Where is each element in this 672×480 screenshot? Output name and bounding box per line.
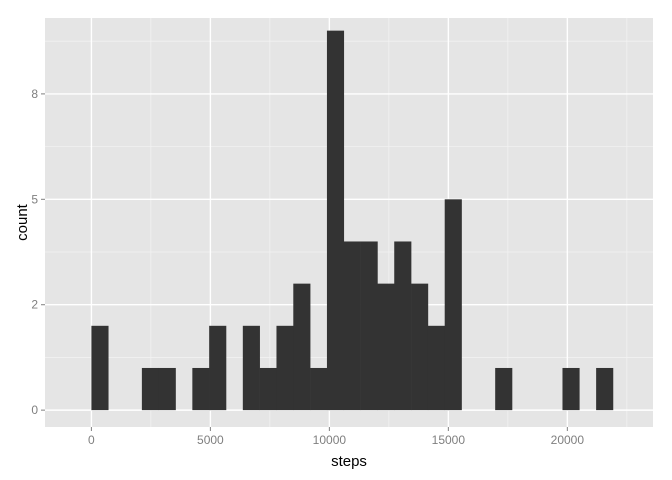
histogram-bar: [141, 367, 159, 411]
histogram-bar: [192, 367, 210, 411]
y-tick-label: 5: [31, 192, 38, 206]
histogram-bar: [411, 283, 429, 411]
histogram-bar: [562, 367, 580, 411]
histogram-bar: [209, 325, 227, 411]
y-tick-label: 0: [31, 403, 38, 417]
histogram-bar: [444, 199, 462, 411]
y-tick-label: 2: [31, 298, 38, 312]
histogram-bar: [596, 367, 614, 411]
histogram-bar: [377, 283, 395, 411]
x-axis-ticks: 0 5000 10000 15000 20000: [88, 427, 584, 447]
histogram-bar: [343, 241, 361, 411]
x-axis-title: steps: [331, 453, 367, 470]
y-axis-ticks: 0 2 5 8: [31, 87, 45, 417]
histogram-bar: [259, 367, 277, 411]
histogram-bars: [91, 30, 614, 411]
histogram-bar: [91, 325, 109, 411]
histogram-bar: [276, 325, 294, 411]
x-tick-label: 10000: [313, 433, 347, 447]
histogram-bar: [394, 241, 412, 411]
histogram-bar: [326, 30, 345, 411]
y-axis-title: count: [14, 203, 31, 241]
histogram-bar: [427, 325, 446, 411]
histogram-bar: [158, 367, 176, 411]
histogram-bar: [310, 367, 328, 411]
histogram-bar: [495, 367, 513, 411]
x-tick-label: 15000: [432, 433, 466, 447]
x-tick-label: 5000: [197, 433, 224, 447]
histogram-bar: [242, 325, 260, 411]
histogram-bar: [293, 283, 311, 411]
y-tick-label: 8: [31, 87, 38, 101]
x-tick-label: 20000: [551, 433, 585, 447]
x-tick-label: 0: [88, 433, 95, 447]
histogram-bar: [360, 241, 378, 411]
